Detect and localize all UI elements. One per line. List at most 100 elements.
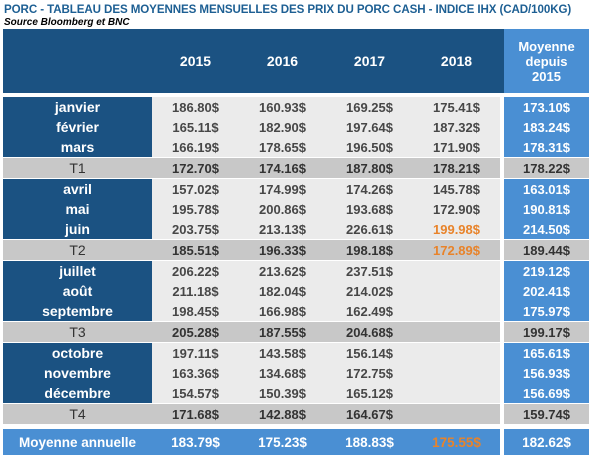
price-cell: 187.80$ bbox=[326, 157, 413, 179]
price-cell: 171.90$ bbox=[413, 137, 500, 158]
column-separator bbox=[500, 301, 504, 322]
price-cell: 203.75$ bbox=[152, 219, 239, 240]
price-cell: 198.18$ bbox=[326, 239, 413, 261]
month-row: mars 166.19$ 178.65$ 196.50$ 171.90$ 178.31$ bbox=[3, 137, 589, 158]
column-separator bbox=[500, 199, 504, 219]
price-cell: 185.51$ bbox=[152, 239, 239, 261]
price-cell bbox=[413, 403, 500, 425]
price-cell: 196.33$ bbox=[239, 239, 326, 261]
header-row: 2015 2016 2017 2018 Moyenne depuis 2015 bbox=[3, 29, 589, 93]
row-label: décembre bbox=[3, 383, 152, 404]
header-year: 2016 bbox=[239, 29, 326, 93]
average-cell: 159.74$ bbox=[504, 403, 589, 425]
source-note: Source Bloomberg et BNC bbox=[4, 17, 130, 28]
row-label: T2 bbox=[3, 239, 152, 261]
average-cell: 178.31$ bbox=[504, 137, 589, 158]
price-cell: 163.36$ bbox=[152, 363, 239, 383]
price-cell: 174.26$ bbox=[326, 178, 413, 199]
price-cell: 237.51$ bbox=[326, 260, 413, 281]
price-cell: 182.04$ bbox=[239, 281, 326, 301]
header-average-line: Moyenne bbox=[518, 38, 575, 54]
price-cell: 214.02$ bbox=[326, 281, 413, 301]
price-cell: 164.67$ bbox=[326, 403, 413, 425]
price-cell: 157.02$ bbox=[152, 178, 239, 199]
price-cell: 165.12$ bbox=[326, 383, 413, 404]
header-average-line: depuis bbox=[525, 53, 568, 69]
row-label: avril bbox=[3, 178, 152, 199]
quarter-row: T2 185.51$ 196.33$ 198.18$ 172.89$ 189.44$ bbox=[3, 239, 589, 261]
month-row: juin 203.75$ 213.13$ 226.61$ 199.98$ 214.50$ bbox=[3, 219, 589, 240]
price-cell: 166.19$ bbox=[152, 137, 239, 158]
price-cell: 205.28$ bbox=[152, 321, 239, 343]
column-separator bbox=[500, 260, 504, 281]
quarter-row: T1 172.70$ 174.16$ 187.80$ 178.21$ 178.22$ bbox=[3, 157, 589, 179]
header-year: 2018 bbox=[413, 29, 500, 93]
header-average: Moyenne depuis 2015 bbox=[504, 29, 589, 93]
price-cell: 154.57$ bbox=[152, 383, 239, 404]
price-cell: 142.88$ bbox=[239, 403, 326, 425]
price-cell: 169.25$ bbox=[326, 97, 413, 117]
annual-average-row: Moyenne annuelle 183.79$ 175.23$ 188.83$ 175… bbox=[3, 429, 589, 455]
price-cell: 175.23$ bbox=[239, 429, 326, 455]
price-cell bbox=[413, 383, 500, 404]
price-table: 2015 2016 2017 2018 Moyenne depuis 2015 … bbox=[3, 29, 589, 455]
column-separator bbox=[500, 342, 504, 363]
header-average-line: 2015 bbox=[532, 68, 561, 84]
row-label: T3 bbox=[3, 321, 152, 343]
price-cell: 183.79$ bbox=[152, 429, 239, 455]
price-cell: 200.86$ bbox=[239, 199, 326, 219]
column-separator bbox=[500, 363, 504, 383]
price-cell: 197.64$ bbox=[326, 117, 413, 137]
column-separator bbox=[500, 281, 504, 301]
price-cell bbox=[413, 260, 500, 281]
price-cell: 165.11$ bbox=[152, 117, 239, 137]
price-cell: 150.39$ bbox=[239, 383, 326, 404]
price-cell: 172.70$ bbox=[152, 157, 239, 179]
price-cell: 187.55$ bbox=[239, 321, 326, 343]
price-cell: 196.50$ bbox=[326, 137, 413, 158]
row-label: février bbox=[3, 117, 152, 137]
column-separator bbox=[500, 137, 504, 158]
price-cell: 145.78$ bbox=[413, 178, 500, 199]
row-label: novembre bbox=[3, 363, 152, 383]
price-cell: 226.61$ bbox=[326, 219, 413, 240]
month-row: septembre 198.45$ 166.98$ 162.49$ 175.97$ bbox=[3, 301, 589, 322]
column-separator bbox=[500, 117, 504, 137]
average-cell: 199.17$ bbox=[504, 321, 589, 343]
average-cell: 214.50$ bbox=[504, 219, 589, 240]
column-separator bbox=[500, 403, 504, 425]
row-label: juillet bbox=[3, 260, 152, 281]
price-cell: 175.41$ bbox=[413, 97, 500, 117]
row-label: octobre bbox=[3, 342, 152, 363]
row-label: T1 bbox=[3, 157, 152, 179]
column-separator bbox=[500, 29, 504, 93]
price-cell: 204.68$ bbox=[326, 321, 413, 343]
price-cell: 174.16$ bbox=[239, 157, 326, 179]
price-cell bbox=[413, 321, 500, 343]
average-cell: 163.01$ bbox=[504, 178, 589, 199]
column-separator bbox=[500, 157, 504, 179]
price-cell: 175.55$ bbox=[413, 429, 500, 455]
price-cell: 171.68$ bbox=[152, 403, 239, 425]
month-row: mai 195.78$ 200.86$ 193.68$ 172.90$ 190.81$ bbox=[3, 199, 589, 219]
price-cell: 198.45$ bbox=[152, 301, 239, 322]
average-cell: 165.61$ bbox=[504, 342, 589, 363]
price-cell: 143.58$ bbox=[239, 342, 326, 363]
price-cell: 178.65$ bbox=[239, 137, 326, 158]
price-cell: 172.75$ bbox=[326, 363, 413, 383]
column-separator bbox=[500, 178, 504, 199]
row-label: mars bbox=[3, 137, 152, 158]
price-cell: 178.21$ bbox=[413, 157, 500, 179]
price-cell bbox=[413, 363, 500, 383]
price-cell: 174.99$ bbox=[239, 178, 326, 199]
price-cell: 213.62$ bbox=[239, 260, 326, 281]
price-cell: 160.93$ bbox=[239, 97, 326, 117]
month-row: décembre 154.57$ 150.39$ 165.12$ 156.69$ bbox=[3, 383, 589, 404]
average-cell: 178.22$ bbox=[504, 157, 589, 179]
price-cell: 134.68$ bbox=[239, 363, 326, 383]
average-cell: 189.44$ bbox=[504, 239, 589, 261]
average-cell: 190.81$ bbox=[504, 199, 589, 219]
price-cell: 166.98$ bbox=[239, 301, 326, 322]
average-cell: 219.12$ bbox=[504, 260, 589, 281]
row-label: Moyenne annuelle bbox=[3, 429, 152, 455]
